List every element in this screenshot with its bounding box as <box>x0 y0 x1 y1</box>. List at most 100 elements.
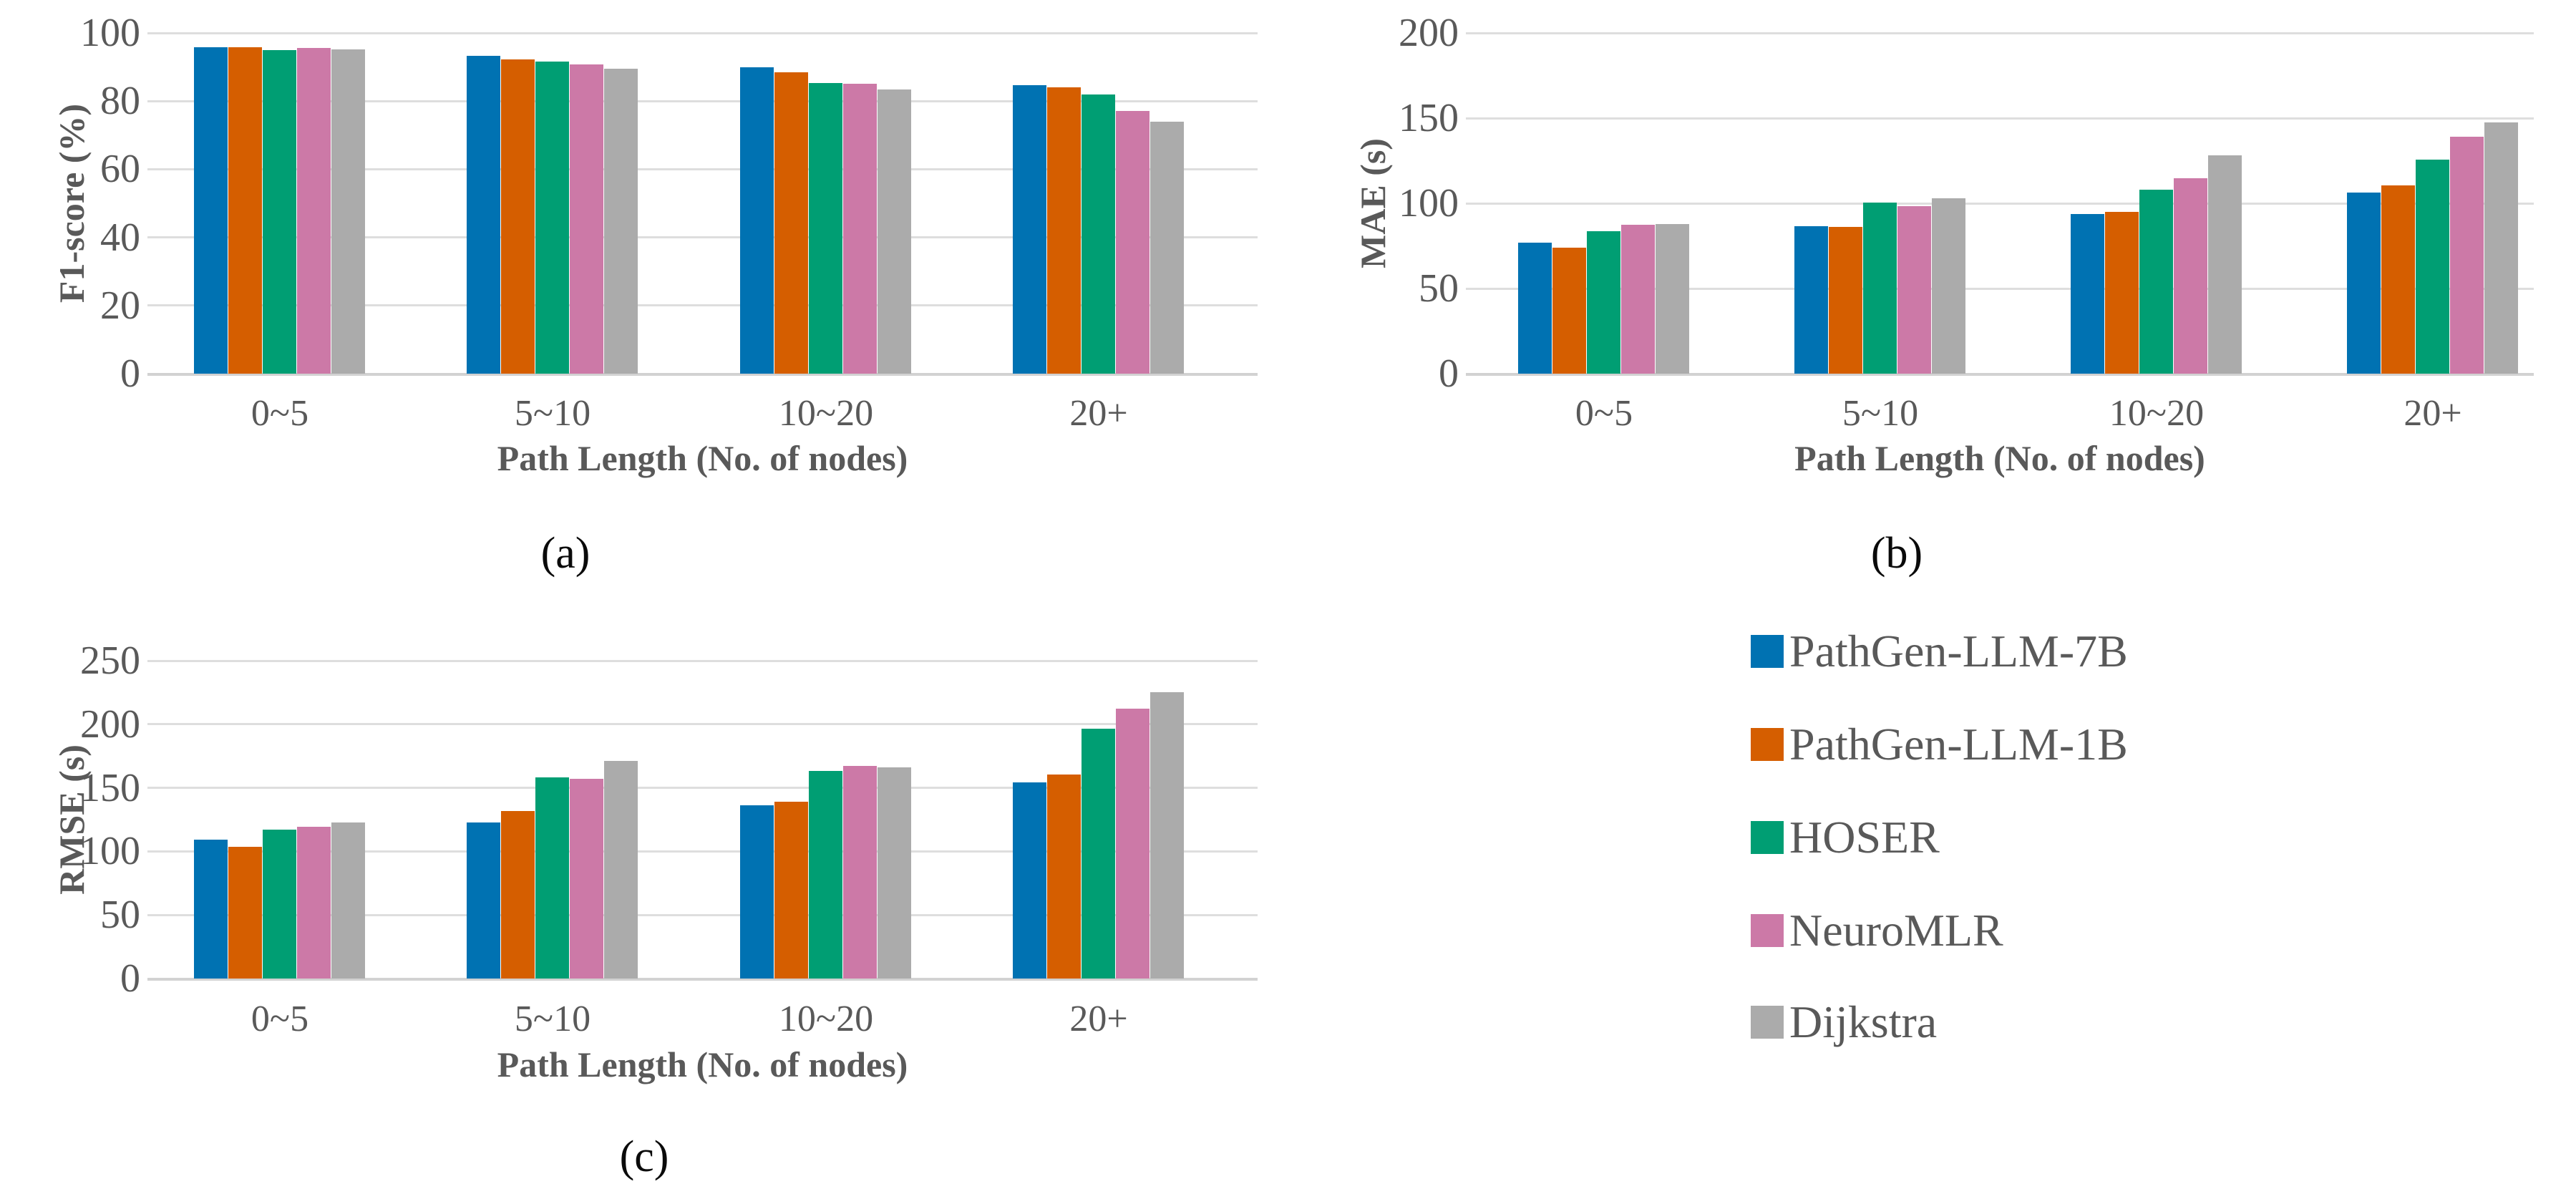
legend-label: HOSER <box>1789 812 1940 863</box>
gridline <box>147 659 1258 662</box>
bar-hoser-5-10 <box>535 62 569 374</box>
bar-pathgen-llm-1b-10-20 <box>774 802 808 979</box>
bar-neuromlr-10-20 <box>843 84 877 374</box>
gridline <box>147 304 1258 307</box>
gridline <box>147 236 1258 239</box>
y-tick-label: 150 <box>80 765 140 810</box>
x-tick-label: 10~20 <box>2109 393 2205 434</box>
bar-neuromlr-10-20 <box>2174 178 2207 374</box>
bar-neuromlr-20plus <box>1116 709 1150 979</box>
bar-pathgen-llm-7b-0-5 <box>194 839 228 979</box>
bar-pathgen-llm-7b-5-10 <box>467 56 500 374</box>
bar-hoser-20plus <box>1082 729 1115 979</box>
x-axis-line <box>147 372 1258 376</box>
y-tick-label: 150 <box>1399 96 1459 140</box>
y-tick-label: 200 <box>1399 11 1459 55</box>
gridline <box>147 99 1258 102</box>
bar-pathgen-llm-7b-20plus <box>2347 192 2381 374</box>
gridline <box>1466 287 2534 290</box>
bar-hoser-0-5 <box>1587 231 1620 374</box>
x-tick-label: 20+ <box>1069 393 1128 434</box>
x-tick-label: 0~5 <box>251 999 309 1039</box>
bar-hoser-10-20 <box>809 83 842 374</box>
bar-hoser-5-10 <box>535 777 569 979</box>
y-axis-title-f1: F1-score (%) <box>52 103 92 304</box>
bar-dijkstra-10-20 <box>2208 155 2242 374</box>
gridline <box>147 31 1258 34</box>
y-tick-label: 100 <box>80 829 140 874</box>
x-tick-label: 10~20 <box>778 393 874 434</box>
x-axis-line <box>147 977 1258 981</box>
bar-pathgen-llm-1b-20plus <box>1047 774 1081 979</box>
y-tick-label: 50 <box>1419 266 1459 311</box>
bar-hoser-10-20 <box>809 770 842 979</box>
bar-dijkstra-0-5 <box>331 822 365 979</box>
y-tick-label: 80 <box>100 79 140 124</box>
bar-hoser-20plus <box>2416 160 2449 374</box>
gridline <box>147 168 1258 170</box>
legend-item: NeuroMLR <box>1751 906 2003 956</box>
bar-hoser-0-5 <box>263 49 296 374</box>
gridline <box>147 850 1258 853</box>
y-tick-label: 50 <box>100 893 140 938</box>
bar-dijkstra-20plus <box>1150 122 1184 374</box>
x-tick-label: 5~10 <box>514 999 591 1039</box>
y-axis-title-rmse: RMSE (s) <box>52 744 92 895</box>
panel-label-c: (c) <box>619 1132 669 1181</box>
bar-neuromlr-20plus <box>1116 111 1150 374</box>
bar-neuromlr-5-10 <box>570 779 603 979</box>
bar-pathgen-llm-7b-5-10 <box>467 822 500 979</box>
legend-swatch-dijkstra <box>1751 1006 1784 1039</box>
y-tick-label: 0 <box>120 351 140 396</box>
y-tick-label: 100 <box>80 11 140 55</box>
gridline <box>147 913 1258 916</box>
legend-swatch-pathgen-llm-1b <box>1751 728 1784 761</box>
x-tick-label: 5~10 <box>514 393 591 434</box>
bar-pathgen-llm-1b-10-20 <box>774 72 808 374</box>
legend-swatch-pathgen-llm-7b <box>1751 635 1784 668</box>
x-axis-title-c: Path Length (No. of nodes) <box>497 1044 908 1084</box>
bar-pathgen-llm-1b-20plus <box>2381 185 2415 374</box>
bar-dijkstra-5-10 <box>604 68 638 374</box>
bar-hoser-5-10 <box>1863 202 1897 374</box>
bar-pathgen-llm-1b-0-5 <box>1552 247 1586 374</box>
bar-neuromlr-5-10 <box>1897 205 1931 374</box>
bar-pathgen-llm-7b-20plus <box>1013 782 1046 979</box>
legend-item: Dijkstra <box>1751 997 1937 1047</box>
legend-label: NeuroMLR <box>1789 905 2003 956</box>
legend-label: Dijkstra <box>1789 996 1938 1047</box>
bar-neuromlr-0-5 <box>1621 224 1655 374</box>
bar-pathgen-llm-1b-0-5 <box>228 47 262 374</box>
x-tick-label: 0~5 <box>1575 393 1633 434</box>
bar-dijkstra-0-5 <box>1656 223 1689 374</box>
y-tick-label: 250 <box>80 639 140 683</box>
y-tick-label: 100 <box>1399 181 1459 225</box>
bar-dijkstra-5-10 <box>1932 198 1965 374</box>
bar-neuromlr-10-20 <box>843 766 877 979</box>
legend-item: HOSER <box>1751 812 1940 863</box>
gridline <box>1466 202 2534 205</box>
gridline <box>1466 117 2534 120</box>
y-tick-label: 40 <box>100 215 140 260</box>
bar-pathgen-llm-7b-10-20 <box>740 805 774 979</box>
x-tick-label: 0~5 <box>251 393 309 434</box>
bar-dijkstra-20plus <box>1150 692 1184 979</box>
bar-pathgen-llm-1b-10-20 <box>2105 211 2139 374</box>
bar-hoser-10-20 <box>2139 189 2173 374</box>
legend-item: PathGen-LLM-7B <box>1751 626 2128 676</box>
x-axis-title-b: Path Length (No. of nodes) <box>1794 438 2205 478</box>
y-tick-label: 0 <box>1439 351 1459 396</box>
bar-hoser-20plus <box>1082 94 1115 374</box>
panel-label-b: (b) <box>1870 529 1923 578</box>
gridline <box>147 723 1258 726</box>
y-tick-label: 60 <box>100 147 140 192</box>
gridline <box>147 787 1258 790</box>
bar-pathgen-llm-1b-5-10 <box>501 811 535 979</box>
bar-dijkstra-20plus <box>2484 122 2518 374</box>
bar-pathgen-llm-7b-10-20 <box>740 67 774 374</box>
y-tick-label: 20 <box>100 283 140 328</box>
bar-pathgen-llm-7b-20plus <box>1013 84 1046 374</box>
bar-pathgen-llm-7b-10-20 <box>2071 214 2104 374</box>
legend-label: PathGen-LLM-7B <box>1789 626 2128 676</box>
